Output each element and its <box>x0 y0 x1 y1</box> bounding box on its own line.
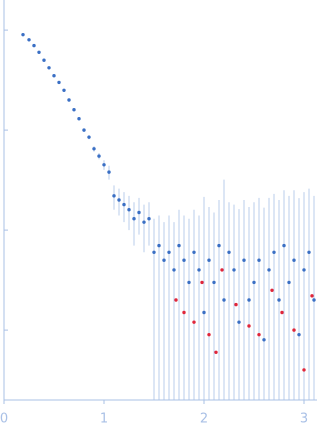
data-point <box>117 198 121 202</box>
data-point <box>212 280 216 285</box>
data-point <box>272 250 276 254</box>
data-point <box>252 280 256 285</box>
data-point <box>247 298 251 302</box>
data-point <box>177 243 181 248</box>
data-point <box>270 288 274 293</box>
data-point <box>37 50 41 54</box>
data-point <box>227 250 231 254</box>
data-point <box>182 310 186 315</box>
data-point <box>207 258 211 262</box>
data-point <box>102 163 106 167</box>
data-point <box>132 217 136 221</box>
data-point <box>127 207 131 212</box>
data-point <box>282 243 286 248</box>
data-point <box>187 280 191 285</box>
data-point <box>307 250 311 254</box>
data-point <box>310 294 314 298</box>
data-point <box>122 202 126 207</box>
x-tick-label: 1 <box>100 412 108 427</box>
data-point <box>47 66 51 70</box>
data-point <box>242 258 246 262</box>
data-point <box>257 258 261 262</box>
data-point <box>21 32 25 37</box>
data-point <box>82 128 86 132</box>
data-point <box>192 320 196 324</box>
data-point <box>57 80 61 85</box>
data-point <box>72 107 76 112</box>
data-point <box>87 135 91 139</box>
data-point <box>234 302 238 307</box>
data-point <box>52 73 56 78</box>
data-point <box>32 43 36 48</box>
data-point <box>142 220 146 224</box>
data-point <box>292 258 296 262</box>
data-point <box>232 268 236 272</box>
data-point <box>267 268 271 272</box>
data-point <box>237 320 241 324</box>
data-point <box>67 98 71 102</box>
data-point <box>214 350 218 354</box>
data-point <box>167 250 171 254</box>
data-point <box>277 298 281 302</box>
data-point <box>302 368 306 372</box>
data-point <box>197 268 201 272</box>
data-point <box>257 332 261 337</box>
data-point <box>207 332 211 337</box>
data-point <box>42 58 46 62</box>
data-point <box>147 217 151 221</box>
data-point <box>297 332 301 337</box>
x-tick-label: 3 <box>300 412 308 427</box>
data-point <box>222 298 226 302</box>
x-tick-label: 0 <box>0 412 8 427</box>
data-point <box>200 280 204 285</box>
data-point <box>162 258 166 262</box>
data-point <box>174 298 178 302</box>
data-point <box>217 243 221 248</box>
data-point <box>262 338 266 342</box>
data-point <box>192 250 196 254</box>
data-point <box>92 147 96 151</box>
data-point <box>247 324 251 328</box>
data-point <box>77 117 81 121</box>
data-point <box>292 328 296 332</box>
data-point <box>27 38 31 42</box>
data-point <box>97 154 101 158</box>
data-point <box>112 194 116 198</box>
data-point <box>107 170 111 174</box>
data-point <box>220 268 224 272</box>
data-point <box>280 310 284 315</box>
data-point <box>172 268 176 272</box>
data-point <box>137 210 141 215</box>
data-point <box>302 268 306 272</box>
data-point <box>202 310 206 315</box>
data-point <box>182 258 186 262</box>
data-point <box>312 298 316 302</box>
data-point <box>152 250 156 254</box>
x-tick-label: 2 <box>200 412 208 427</box>
data-point <box>157 243 161 248</box>
data-point <box>62 88 66 93</box>
data-point <box>287 280 291 285</box>
